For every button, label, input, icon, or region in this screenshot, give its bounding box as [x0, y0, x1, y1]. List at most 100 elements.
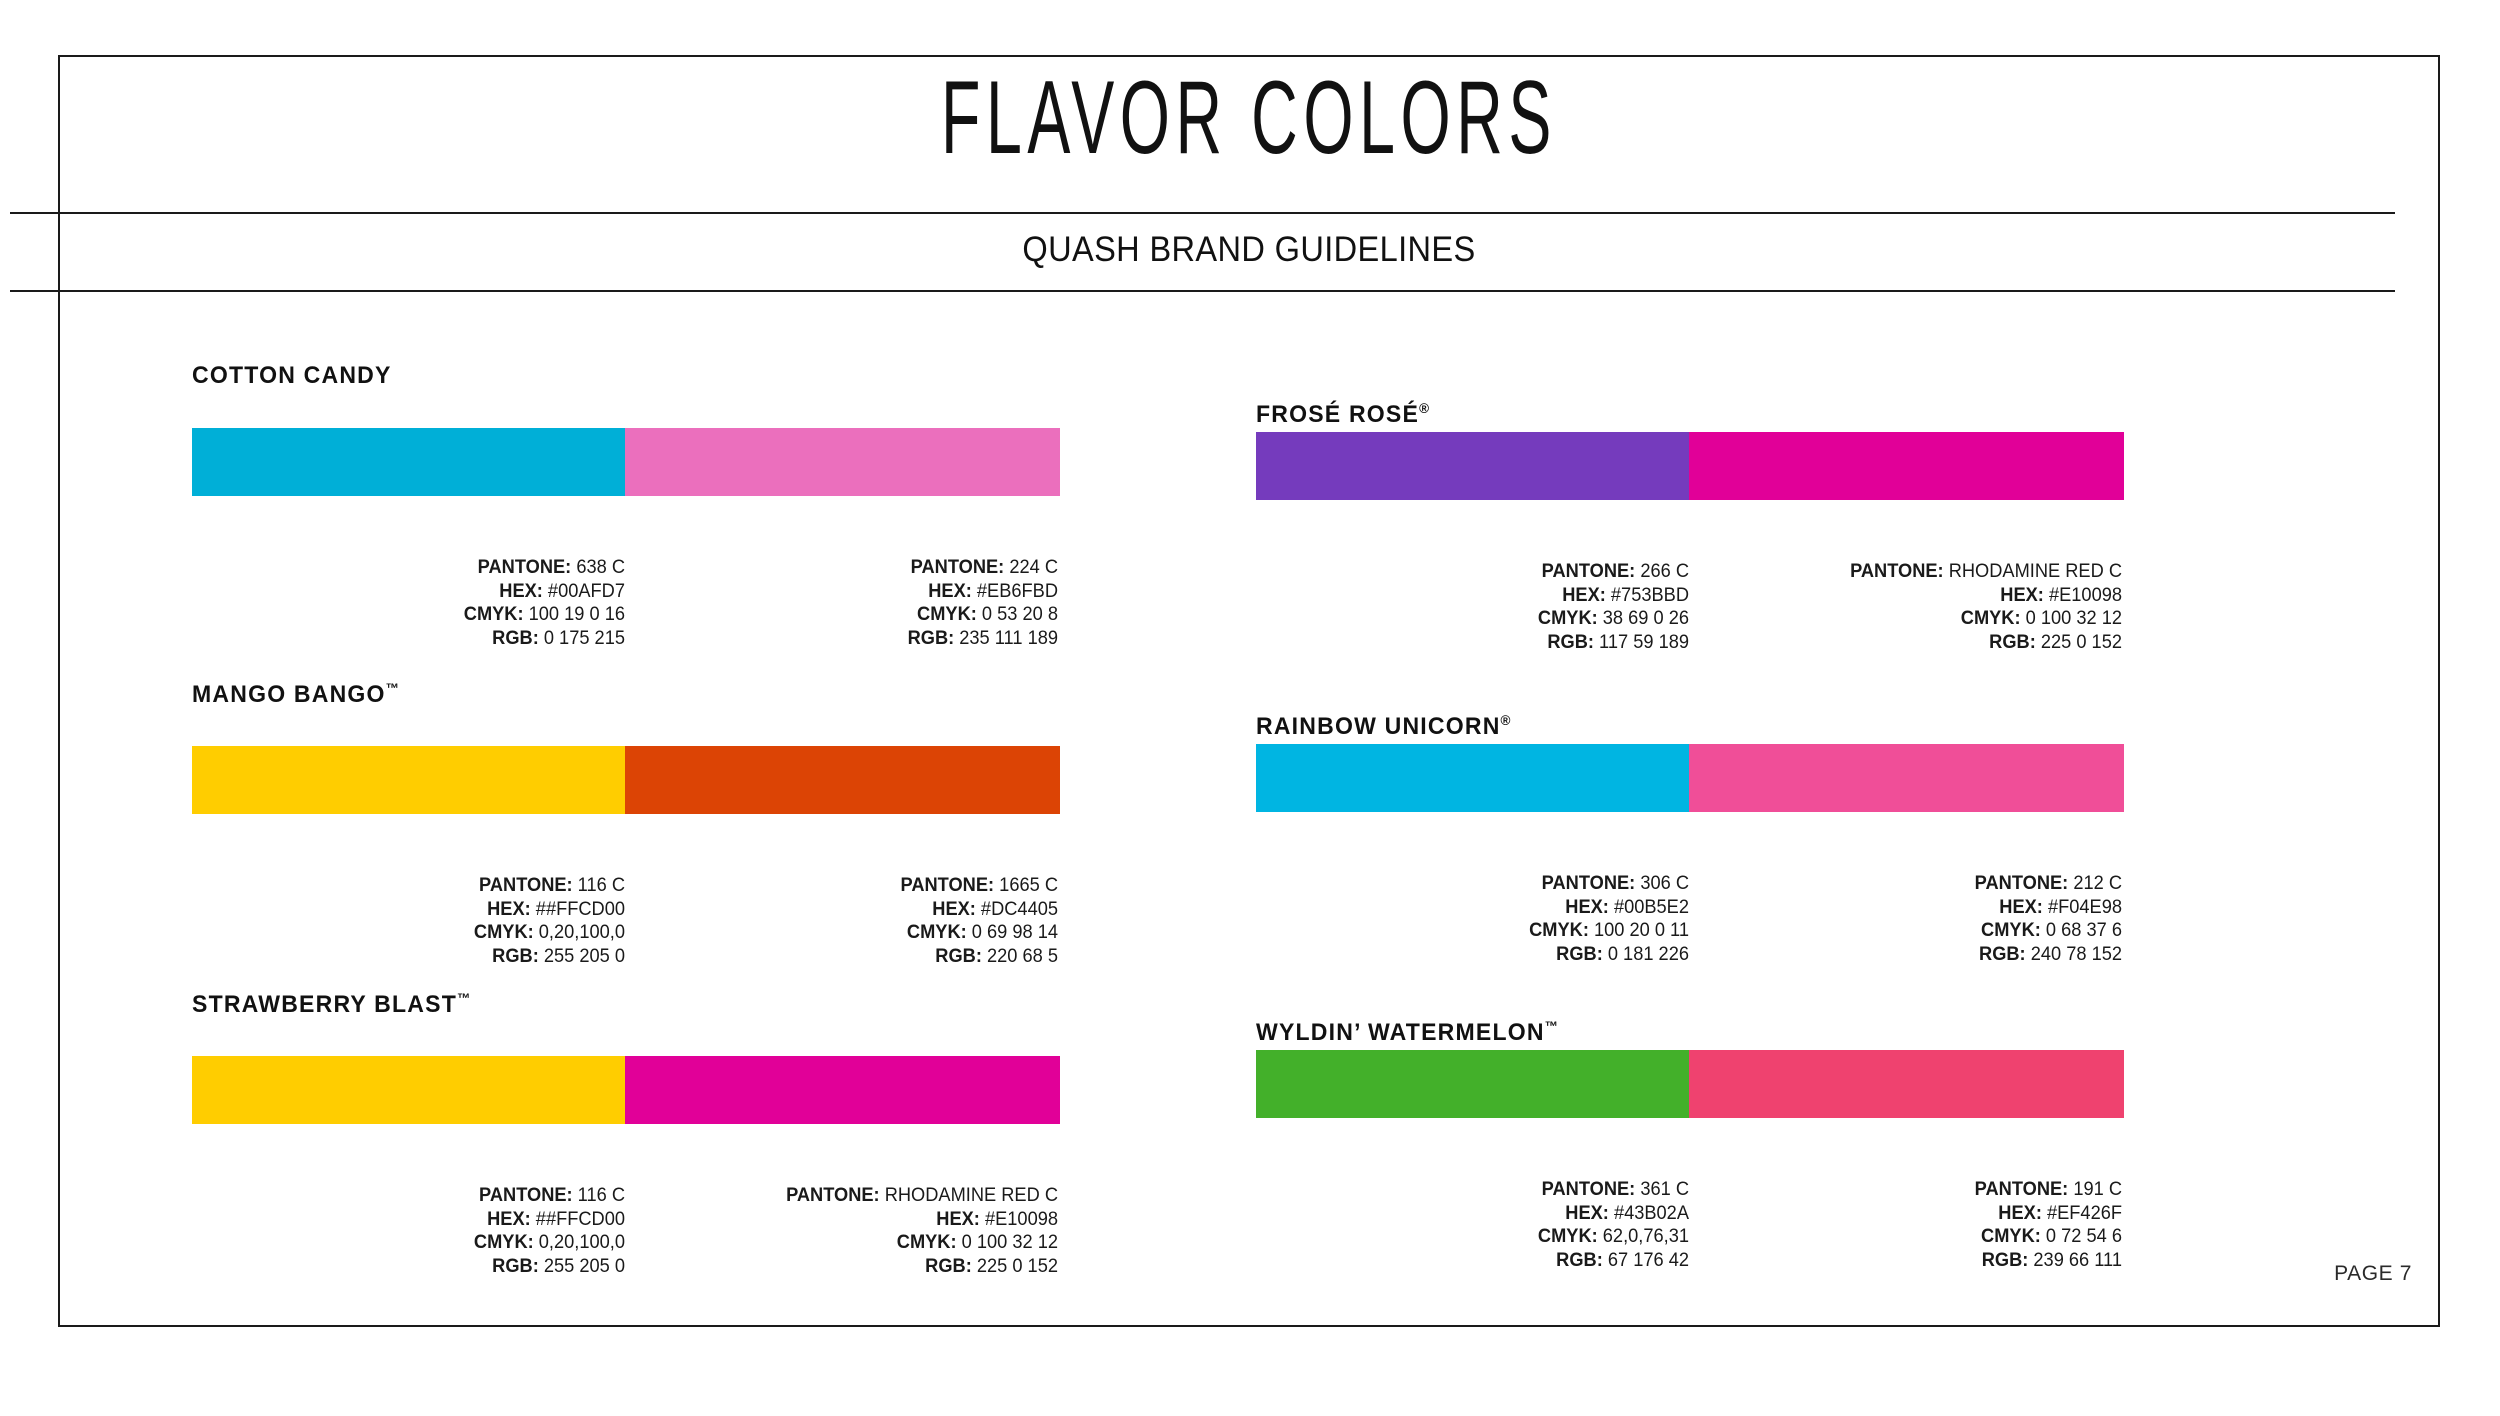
spec-cmyk: CMYK: 38 69 0 26 — [1273, 607, 1689, 631]
spec-value-hex: #E10098 — [984, 1208, 1058, 1230]
spec-label-cmyk: CMYK: — [1529, 920, 1589, 941]
spec-hex: HEX: #00AFD7 — [209, 580, 625, 604]
trademark-mark: ™ — [456, 990, 471, 1006]
spec-value-hex: #753BBD — [1610, 584, 1689, 606]
spec-cmyk: CMYK: 0 68 37 6 — [1714, 919, 2122, 943]
spec-value-rgb: 255 205 0 — [543, 945, 625, 967]
color-spec-column: PANTONE: 116 C HEX: ##FFCD00 CMYK: 0,20,10… — [192, 874, 625, 968]
color-spec-column: PANTONE: 1665 C HEX: #DC4405 CMYK: 0 69 98… — [625, 874, 1058, 968]
spec-hex: HEX: #E10098 — [650, 1208, 1058, 1232]
spec-label-pantone: PANTONE: — [1974, 873, 2069, 894]
spec-value-pantone: 116 C — [577, 875, 625, 896]
color-swatch — [1256, 1050, 1689, 1118]
spec-label-cmyk: CMYK: — [917, 604, 977, 625]
color-swatch — [192, 746, 625, 814]
spec-cmyk: CMYK: 0,20,100,0 — [209, 1231, 625, 1255]
spec-cmyk: CMYK: 0,20,100,0 — [209, 921, 625, 945]
spec-value-pantone: 212 C — [2073, 873, 2122, 894]
masthead: FLAVOR COLORS — [58, 62, 2440, 174]
color-spec-column: PANTONE: 266 C HEX: #753BBD CMYK: 38 69 0 … — [1256, 560, 1689, 654]
spec-label-cmyk: CMYK: — [906, 922, 967, 943]
spec-value-cmyk: 0 100 32 12 — [961, 1232, 1058, 1253]
spec-label-pantone: PANTONE: — [1850, 561, 1944, 582]
spec-label-pantone: PANTONE: — [1541, 873, 1636, 894]
flavor-name-text: COTTON CANDY — [192, 362, 392, 389]
spec-rgb: RGB: 255 205 0 — [209, 1255, 625, 1279]
spec-pantone: PANTONE: 638 C — [209, 556, 625, 580]
spec-pantone: PANTONE: 306 C — [1273, 872, 1689, 896]
spec-label-pantone: PANTONE: — [477, 557, 572, 578]
color-spec-column: PANTONE: 638 C HEX: #00AFD7 CMYK: 100 19 0… — [192, 556, 625, 650]
spec-label-pantone: PANTONE: — [1974, 1179, 2069, 1200]
trademark-mark: ® — [1419, 400, 1429, 416]
spec-label-cmyk: CMYK: — [473, 922, 534, 943]
spec-label-pantone: PANTONE: — [479, 875, 573, 896]
spec-label-rgb: RGB: — [1556, 943, 1603, 965]
spec-value-pantone: RHODAMINE RED C — [884, 1185, 1058, 1206]
spec-value-cmyk: 0,20,100,0 — [538, 1232, 625, 1253]
spec-label-rgb: RGB: — [1547, 631, 1594, 653]
spec-value-hex: #EF426F — [2046, 1202, 2122, 1224]
page-number: PAGE 7 — [2334, 1262, 2412, 1285]
color-spec-group: PANTONE: 306 C HEX: #00B5E2 CMYK: 100 20 0… — [1256, 872, 2124, 966]
spec-value-rgb: 0 175 215 — [543, 627, 625, 649]
spec-label-hex: HEX: — [1565, 896, 1609, 918]
spec-value-cmyk: 100 19 0 16 — [528, 604, 625, 625]
spec-label-hex: HEX: — [1999, 896, 2043, 918]
color-spec-column: PANTONE: 361 C HEX: #43B02A CMYK: 62,0,76,… — [1256, 1178, 1689, 1272]
color-swatch-bar — [192, 428, 1060, 496]
color-spec-group: PANTONE: 361 C HEX: #43B02A CMYK: 62,0,76,… — [1256, 1178, 2124, 1272]
spec-value-hex: #43B02A — [1613, 1202, 1689, 1224]
spec-label-hex: HEX: — [487, 1208, 531, 1230]
spec-label-rgb: RGB: — [907, 627, 955, 649]
color-spec-group: PANTONE: 266 C HEX: #753BBD CMYK: 38 69 0 … — [1256, 560, 2124, 654]
spec-label-rgb: RGB: — [492, 627, 539, 649]
spec-value-cmyk: 0 68 37 6 — [2045, 920, 2122, 941]
spec-hex: HEX: #753BBD — [1273, 584, 1689, 608]
flavor-name-text: FROSÉ ROSÉ — [1256, 401, 1420, 428]
spec-label-hex: HEX: — [1562, 584, 1606, 606]
color-swatch — [1256, 432, 1689, 500]
spec-pantone: PANTONE: 116 C — [209, 874, 625, 898]
spec-label-rgb: RGB: — [935, 945, 982, 967]
color-spec-column: PANTONE: 306 C HEX: #00B5E2 CMYK: 100 20 0… — [1256, 872, 1689, 966]
spec-label-hex: HEX: — [936, 1208, 980, 1230]
spec-rgb: RGB: 0 175 215 — [209, 627, 625, 651]
color-swatch — [625, 428, 1060, 496]
color-spec-group: PANTONE: 638 C HEX: #00AFD7 CMYK: 100 19 0… — [192, 556, 1060, 650]
spec-rgb: RGB: 235 111 189 — [650, 627, 1058, 651]
spec-label-hex: HEX: — [499, 580, 543, 602]
spec-value-rgb: 117 59 189 — [1599, 631, 1689, 653]
spec-hex: HEX: #DC4405 — [650, 898, 1058, 922]
spec-rgb: RGB: 239 66 111 — [1714, 1249, 2122, 1273]
flavor-name-text: RAINBOW UNICORN — [1256, 713, 1501, 740]
color-swatch — [192, 1056, 625, 1124]
spec-value-cmyk: 0 100 32 12 — [2025, 608, 2122, 629]
spec-label-pantone: PANTONE: — [479, 1185, 573, 1206]
spec-value-rgb: 220 68 5 — [986, 945, 1058, 967]
spec-rgb: RGB: 240 78 152 — [1714, 943, 2122, 967]
spec-label-cmyk: CMYK: — [1981, 1226, 2041, 1247]
trademark-mark: ™ — [385, 680, 400, 696]
header-rule-bottom — [10, 290, 2395, 292]
color-spec-column: PANTONE: 224 C HEX: #EB6FBD CMYK: 0 53 20 … — [625, 556, 1058, 650]
header-rule-top — [10, 212, 2395, 214]
spec-cmyk: CMYK: 0 100 32 12 — [1714, 607, 2122, 631]
spec-value-hex: #EB6FBD — [976, 580, 1058, 602]
flavor-name: MANGO BANGO™ — [192, 680, 399, 709]
spec-cmyk: CMYK: 0 53 20 8 — [650, 603, 1058, 627]
spec-pantone: PANTONE: 224 C — [650, 556, 1058, 580]
spec-label-pantone: PANTONE: — [1541, 1179, 1636, 1200]
trademark-mark: ® — [1500, 712, 1511, 728]
spec-cmyk: CMYK: 100 19 0 16 — [209, 603, 625, 627]
spec-value-pantone: 306 C — [1640, 873, 1689, 894]
flavor-name-text: WYLDIN’ WATERMELON — [1256, 1019, 1545, 1046]
flavor-name: RAINBOW UNICORN® — [1256, 712, 1510, 741]
color-spec-column: PANTONE: 116 C HEX: ##FFCD00 CMYK: 0,20,10… — [192, 1184, 625, 1278]
spec-label-cmyk: CMYK: — [1537, 1226, 1598, 1247]
color-spec-group: PANTONE: 116 C HEX: ##FFCD00 CMYK: 0,20,10… — [192, 874, 1060, 968]
spec-label-cmyk: CMYK: — [1537, 608, 1598, 629]
spec-pantone: PANTONE: 266 C — [1273, 560, 1689, 584]
spec-label-hex: HEX: — [928, 580, 972, 602]
spec-rgb: RGB: 225 0 152 — [1714, 631, 2122, 655]
